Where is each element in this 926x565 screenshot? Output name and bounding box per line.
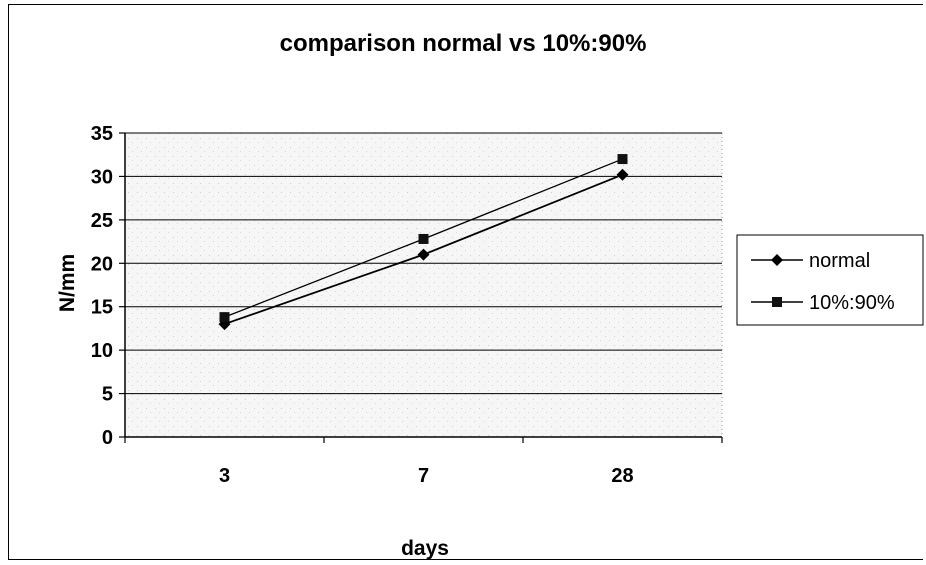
square-marker	[219, 312, 230, 323]
series-markers	[218, 154, 629, 331]
y-tick-label: 10	[91, 340, 113, 362]
y-tick-label: 30	[91, 166, 113, 188]
plot-area	[125, 132, 723, 437]
legend-label: normal	[809, 250, 870, 272]
y-tick-label: 15	[91, 297, 113, 319]
square-marker	[617, 154, 628, 165]
y-tick-label: 25	[91, 210, 113, 232]
y-axis-title: N/mm	[56, 254, 79, 312]
y-tick-label: 5	[102, 384, 113, 406]
legend-box	[736, 234, 924, 326]
legend-diamond-icon	[771, 254, 783, 266]
legend-label: 10%:90%	[809, 292, 895, 314]
square-marker	[418, 233, 429, 244]
diamond-marker	[417, 248, 430, 261]
legend: normal 10%:90%	[736, 234, 924, 326]
y-tick-label: 0	[102, 427, 113, 449]
axes	[124, 133, 722, 438]
diamond-marker	[616, 168, 629, 181]
x-tick-label: 7	[418, 465, 429, 487]
x-tick-label: 28	[611, 465, 633, 487]
x-axis-ticks: 3 7 28	[124, 437, 723, 487]
y-tick-label: 35	[91, 123, 113, 145]
x-tick-label: 3	[219, 465, 230, 487]
plot-background	[125, 133, 722, 437]
x-axis-title: days	[401, 537, 449, 560]
legend-square-icon	[772, 297, 782, 307]
chart-title: comparison normal vs 10%:90%	[279, 30, 647, 57]
y-axis-ticks: 0 5 10 15 20 25 30 35	[91, 123, 125, 449]
y-tick-label: 20	[91, 253, 113, 275]
